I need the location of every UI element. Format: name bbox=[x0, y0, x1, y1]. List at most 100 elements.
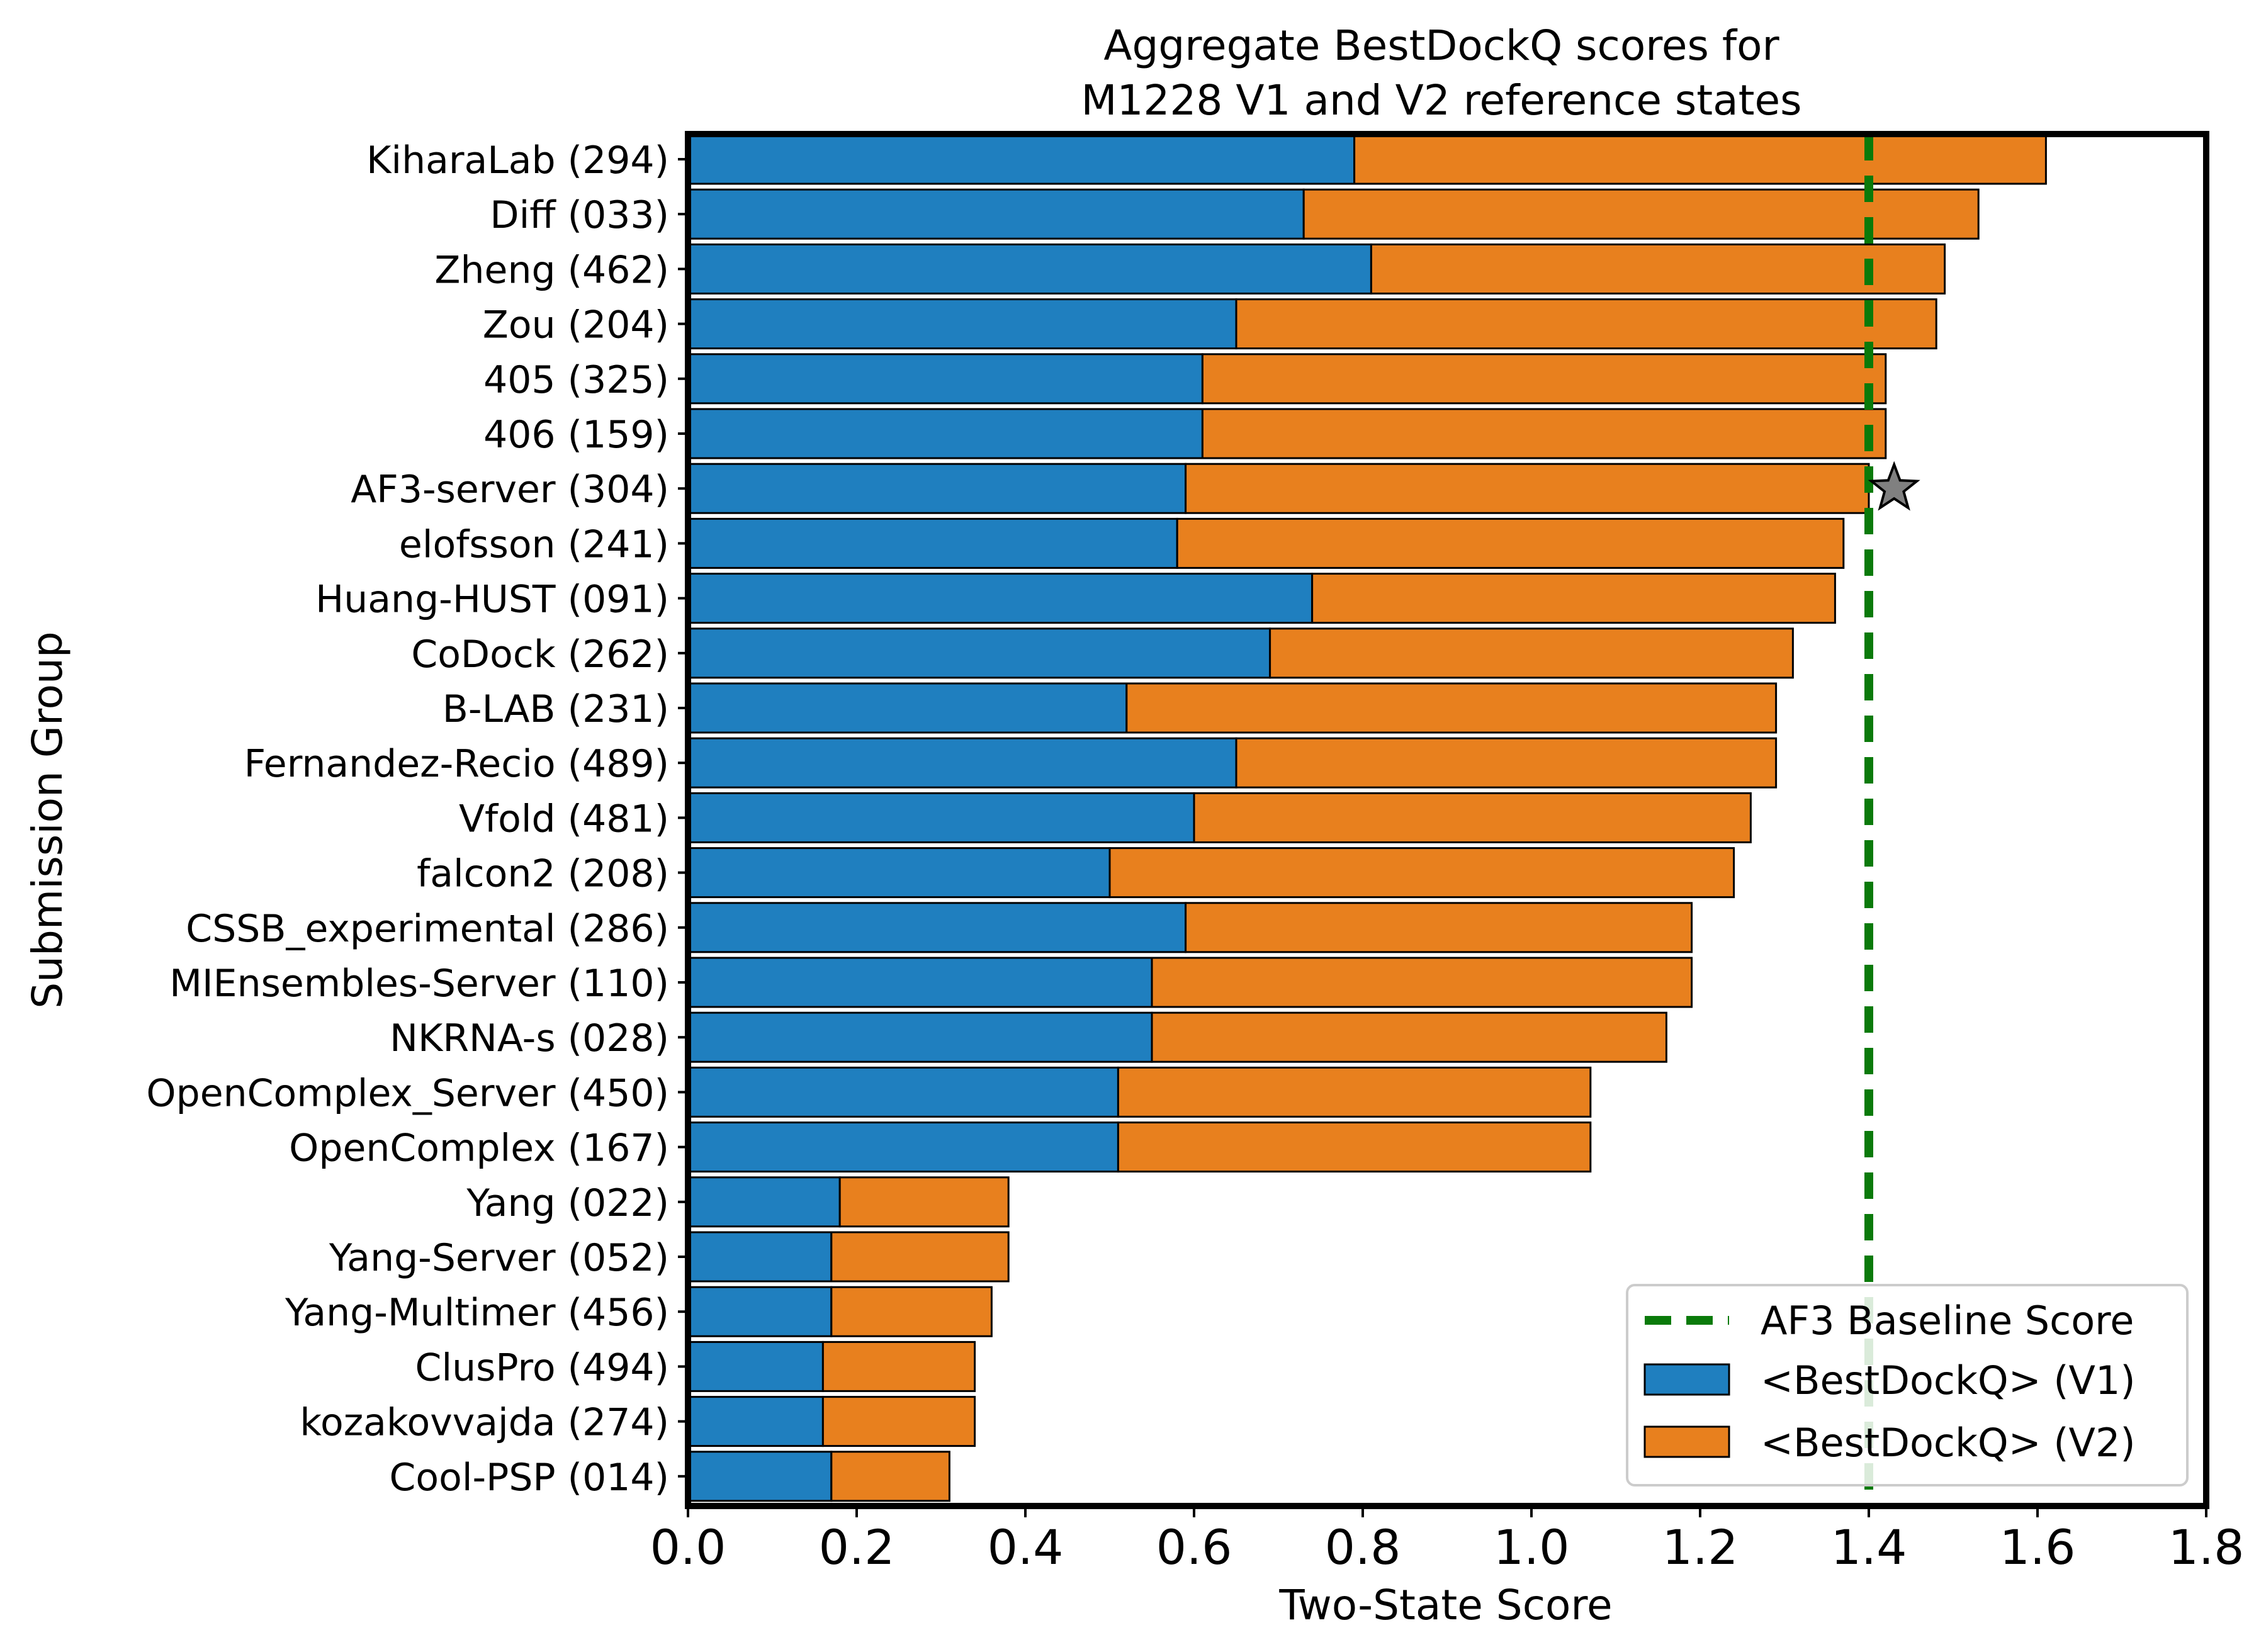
y-tick-label-diff-033: Diff (033) bbox=[490, 193, 669, 237]
bar-v2-diff-033 bbox=[1302, 188, 1980, 240]
bar-v1-vfold-481 bbox=[687, 792, 1195, 843]
y-tick-label-406-159: 406 (159) bbox=[483, 413, 669, 457]
bar-v2-b-lab-231 bbox=[1125, 682, 1778, 734]
y-tick-label-codock-262: CoDock (262) bbox=[411, 632, 669, 677]
chart-title-line-1: Aggregate BestDockQ scores for bbox=[1103, 21, 1779, 70]
y-tick-label-cluspro-494: ClusPro (494) bbox=[415, 1346, 669, 1390]
bar-v1-opencomplex-server-450 bbox=[687, 1066, 1119, 1118]
y-tick-label-cool-psp-014: Cool-PSP (014) bbox=[390, 1456, 670, 1500]
y-tick-label-fernandez-recio-489: Fernandez-Recio (489) bbox=[244, 742, 669, 786]
bar-v1-zou-204 bbox=[687, 298, 1237, 350]
bar-v1-yang-server-052 bbox=[687, 1231, 833, 1283]
y-tick-label-yang-022: Yang (022) bbox=[466, 1181, 669, 1225]
legend-v2-swatch bbox=[1643, 1425, 1730, 1458]
bar-v2-falcon2-208 bbox=[1108, 847, 1735, 899]
x-tick-label: 1.8 bbox=[2168, 1519, 2245, 1575]
x-tick-label: 1.2 bbox=[1662, 1519, 1739, 1575]
bar-v1-huang-hust-091 bbox=[687, 573, 1314, 624]
x-tick-label: 0.8 bbox=[1325, 1519, 1401, 1575]
y-tick-label-falcon2-208: falcon2 (208) bbox=[417, 852, 669, 896]
bar-v2-vfold-481 bbox=[1193, 792, 1752, 843]
bar-v2-elofsson-241 bbox=[1176, 517, 1845, 569]
bar-v2-yang-server-052 bbox=[830, 1231, 1010, 1283]
bar-v2-fernandez-recio-489 bbox=[1235, 737, 1778, 789]
bar-v1-miensembles-server-110 bbox=[687, 957, 1153, 1008]
bar-v2-405-325 bbox=[1201, 353, 1887, 405]
y-tick-label-nkrna-s-028: NKRNA-s (028) bbox=[390, 1016, 669, 1060]
y-tick-label-opencomplex-167: OpenComplex (167) bbox=[289, 1127, 669, 1171]
legend-box bbox=[1626, 1284, 2189, 1486]
y-tick-label-yang-server-052: Yang-Server (052) bbox=[329, 1236, 669, 1280]
y-tick-label-405-325: 405 (325) bbox=[483, 358, 669, 402]
bar-v2-cssb-experimental-286 bbox=[1185, 902, 1693, 953]
bar-v2-codock-262 bbox=[1269, 627, 1794, 679]
bar-v1-zheng-462 bbox=[687, 243, 1372, 295]
bar-v2-opencomplex-server-450 bbox=[1117, 1066, 1592, 1118]
bar-v2-kozakovvajda-274 bbox=[821, 1396, 976, 1447]
bar-v2-af3-server-304 bbox=[1185, 463, 1870, 514]
bar-v1-nkrna-s-028 bbox=[687, 1011, 1153, 1063]
legend-v2-label: <BestDockQ> (V2) bbox=[1761, 1420, 2136, 1466]
plot-frame bbox=[685, 131, 2209, 1509]
bar-v2-zou-204 bbox=[1235, 298, 1937, 350]
bar-v2-opencomplex-167 bbox=[1117, 1121, 1592, 1173]
bar-v1-405-325 bbox=[687, 353, 1203, 405]
legend: AF3 Baseline Score <BestDockQ> (V1) <Bes… bbox=[1626, 1284, 2189, 1486]
bar-v1-falcon2-208 bbox=[687, 847, 1111, 899]
x-axis-label: Two-State Score bbox=[1278, 1581, 1612, 1629]
x-tick-label: 0.0 bbox=[650, 1519, 726, 1575]
bar-v1-kozakovvajda-274 bbox=[687, 1396, 824, 1447]
y-tick-label-zheng-462: Zheng (462) bbox=[434, 248, 669, 292]
legend-v1-label: <BestDockQ> (V1) bbox=[1761, 1357, 2136, 1403]
bars-group bbox=[687, 133, 2047, 1502]
x-axis-ticks: 0.0 0.2 0.4 0.6 0.8 1.0 1.2 1.4 1.6 1.8 bbox=[650, 1506, 2245, 1575]
y-axis-ticks: KiharaLab (294) Diff (033) Zheng (462) Zou … bbox=[146, 138, 688, 1500]
bar-v1-cssb-experimental-286 bbox=[687, 902, 1187, 953]
bar-v2-yang-multimer-456 bbox=[830, 1286, 993, 1337]
y-tick-label-af3-server-304: AF3-server (304) bbox=[351, 468, 669, 512]
x-tick-label: 1.0 bbox=[1494, 1519, 1570, 1575]
bar-v1-af3-server-304 bbox=[687, 463, 1187, 514]
af3-server-star-marker bbox=[1868, 461, 1920, 511]
y-tick-label-yang-multimer-456: Yang-Multimer (456) bbox=[285, 1291, 669, 1335]
legend-baseline-label: AF3 Baseline Score bbox=[1761, 1298, 2134, 1344]
y-axis-label: Submission Group bbox=[23, 631, 72, 1008]
y-tick-label-cssb-experimental-286: CSSB_experimental (286) bbox=[186, 907, 669, 951]
x-tick-label: 1.4 bbox=[1831, 1519, 1907, 1575]
bar-v2-406-159 bbox=[1201, 408, 1887, 459]
bar-v2-huang-hust-091 bbox=[1311, 573, 1836, 624]
bar-v2-miensembles-server-110 bbox=[1151, 957, 1693, 1008]
bar-v1-406-159 bbox=[687, 408, 1203, 459]
y-tick-label-kiharalab-294: KiharaLab (294) bbox=[366, 138, 669, 183]
bar-v1-diff-033 bbox=[687, 188, 1305, 240]
bar-v1-fernandez-recio-489 bbox=[687, 737, 1237, 789]
bar-v1-kiharalab-294 bbox=[687, 133, 1356, 185]
bar-v1-yang-022 bbox=[687, 1176, 841, 1228]
bar-v1-cool-psp-014 bbox=[687, 1451, 833, 1502]
x-tick-label: 1.6 bbox=[2000, 1519, 2076, 1575]
bar-v1-opencomplex-167 bbox=[687, 1121, 1119, 1173]
bar-v1-b-lab-231 bbox=[687, 682, 1128, 734]
y-tick-label-elofsson-241: elofsson (241) bbox=[399, 522, 669, 566]
x-tick-label: 0.4 bbox=[988, 1519, 1064, 1575]
bar-v2-cluspro-494 bbox=[821, 1340, 976, 1392]
y-tick-label-huang-hust-091: Huang-HUST (091) bbox=[315, 578, 669, 622]
y-tick-label-vfold-481: Vfold (481) bbox=[459, 797, 669, 841]
y-tick-label-b-lab-231: B-LAB (231) bbox=[442, 687, 669, 731]
x-tick-label: 0.6 bbox=[1156, 1519, 1232, 1575]
chart-title-line-2: M1228 V1 and V2 reference states bbox=[1081, 76, 1802, 125]
bar-v2-kiharalab-294 bbox=[1353, 133, 2047, 185]
bar-v1-codock-262 bbox=[687, 627, 1271, 679]
bar-v2-yang-022 bbox=[838, 1176, 1010, 1228]
bar-v2-cool-psp-014 bbox=[830, 1451, 950, 1502]
bar-v1-elofsson-241 bbox=[687, 517, 1178, 569]
bar-v1-yang-multimer-456 bbox=[687, 1286, 833, 1337]
bar-v2-zheng-462 bbox=[1370, 243, 1946, 295]
y-tick-label-opencomplex-server-450: OpenComplex_Server (450) bbox=[146, 1071, 669, 1115]
y-tick-label-kozakovvajda-274: kozakovvajda (274) bbox=[300, 1401, 669, 1445]
legend-v1-swatch bbox=[1643, 1363, 1730, 1396]
bar-v1-cluspro-494 bbox=[687, 1340, 824, 1392]
bar-v2-nkrna-s-028 bbox=[1151, 1011, 1667, 1063]
x-tick-label: 0.2 bbox=[819, 1519, 895, 1575]
